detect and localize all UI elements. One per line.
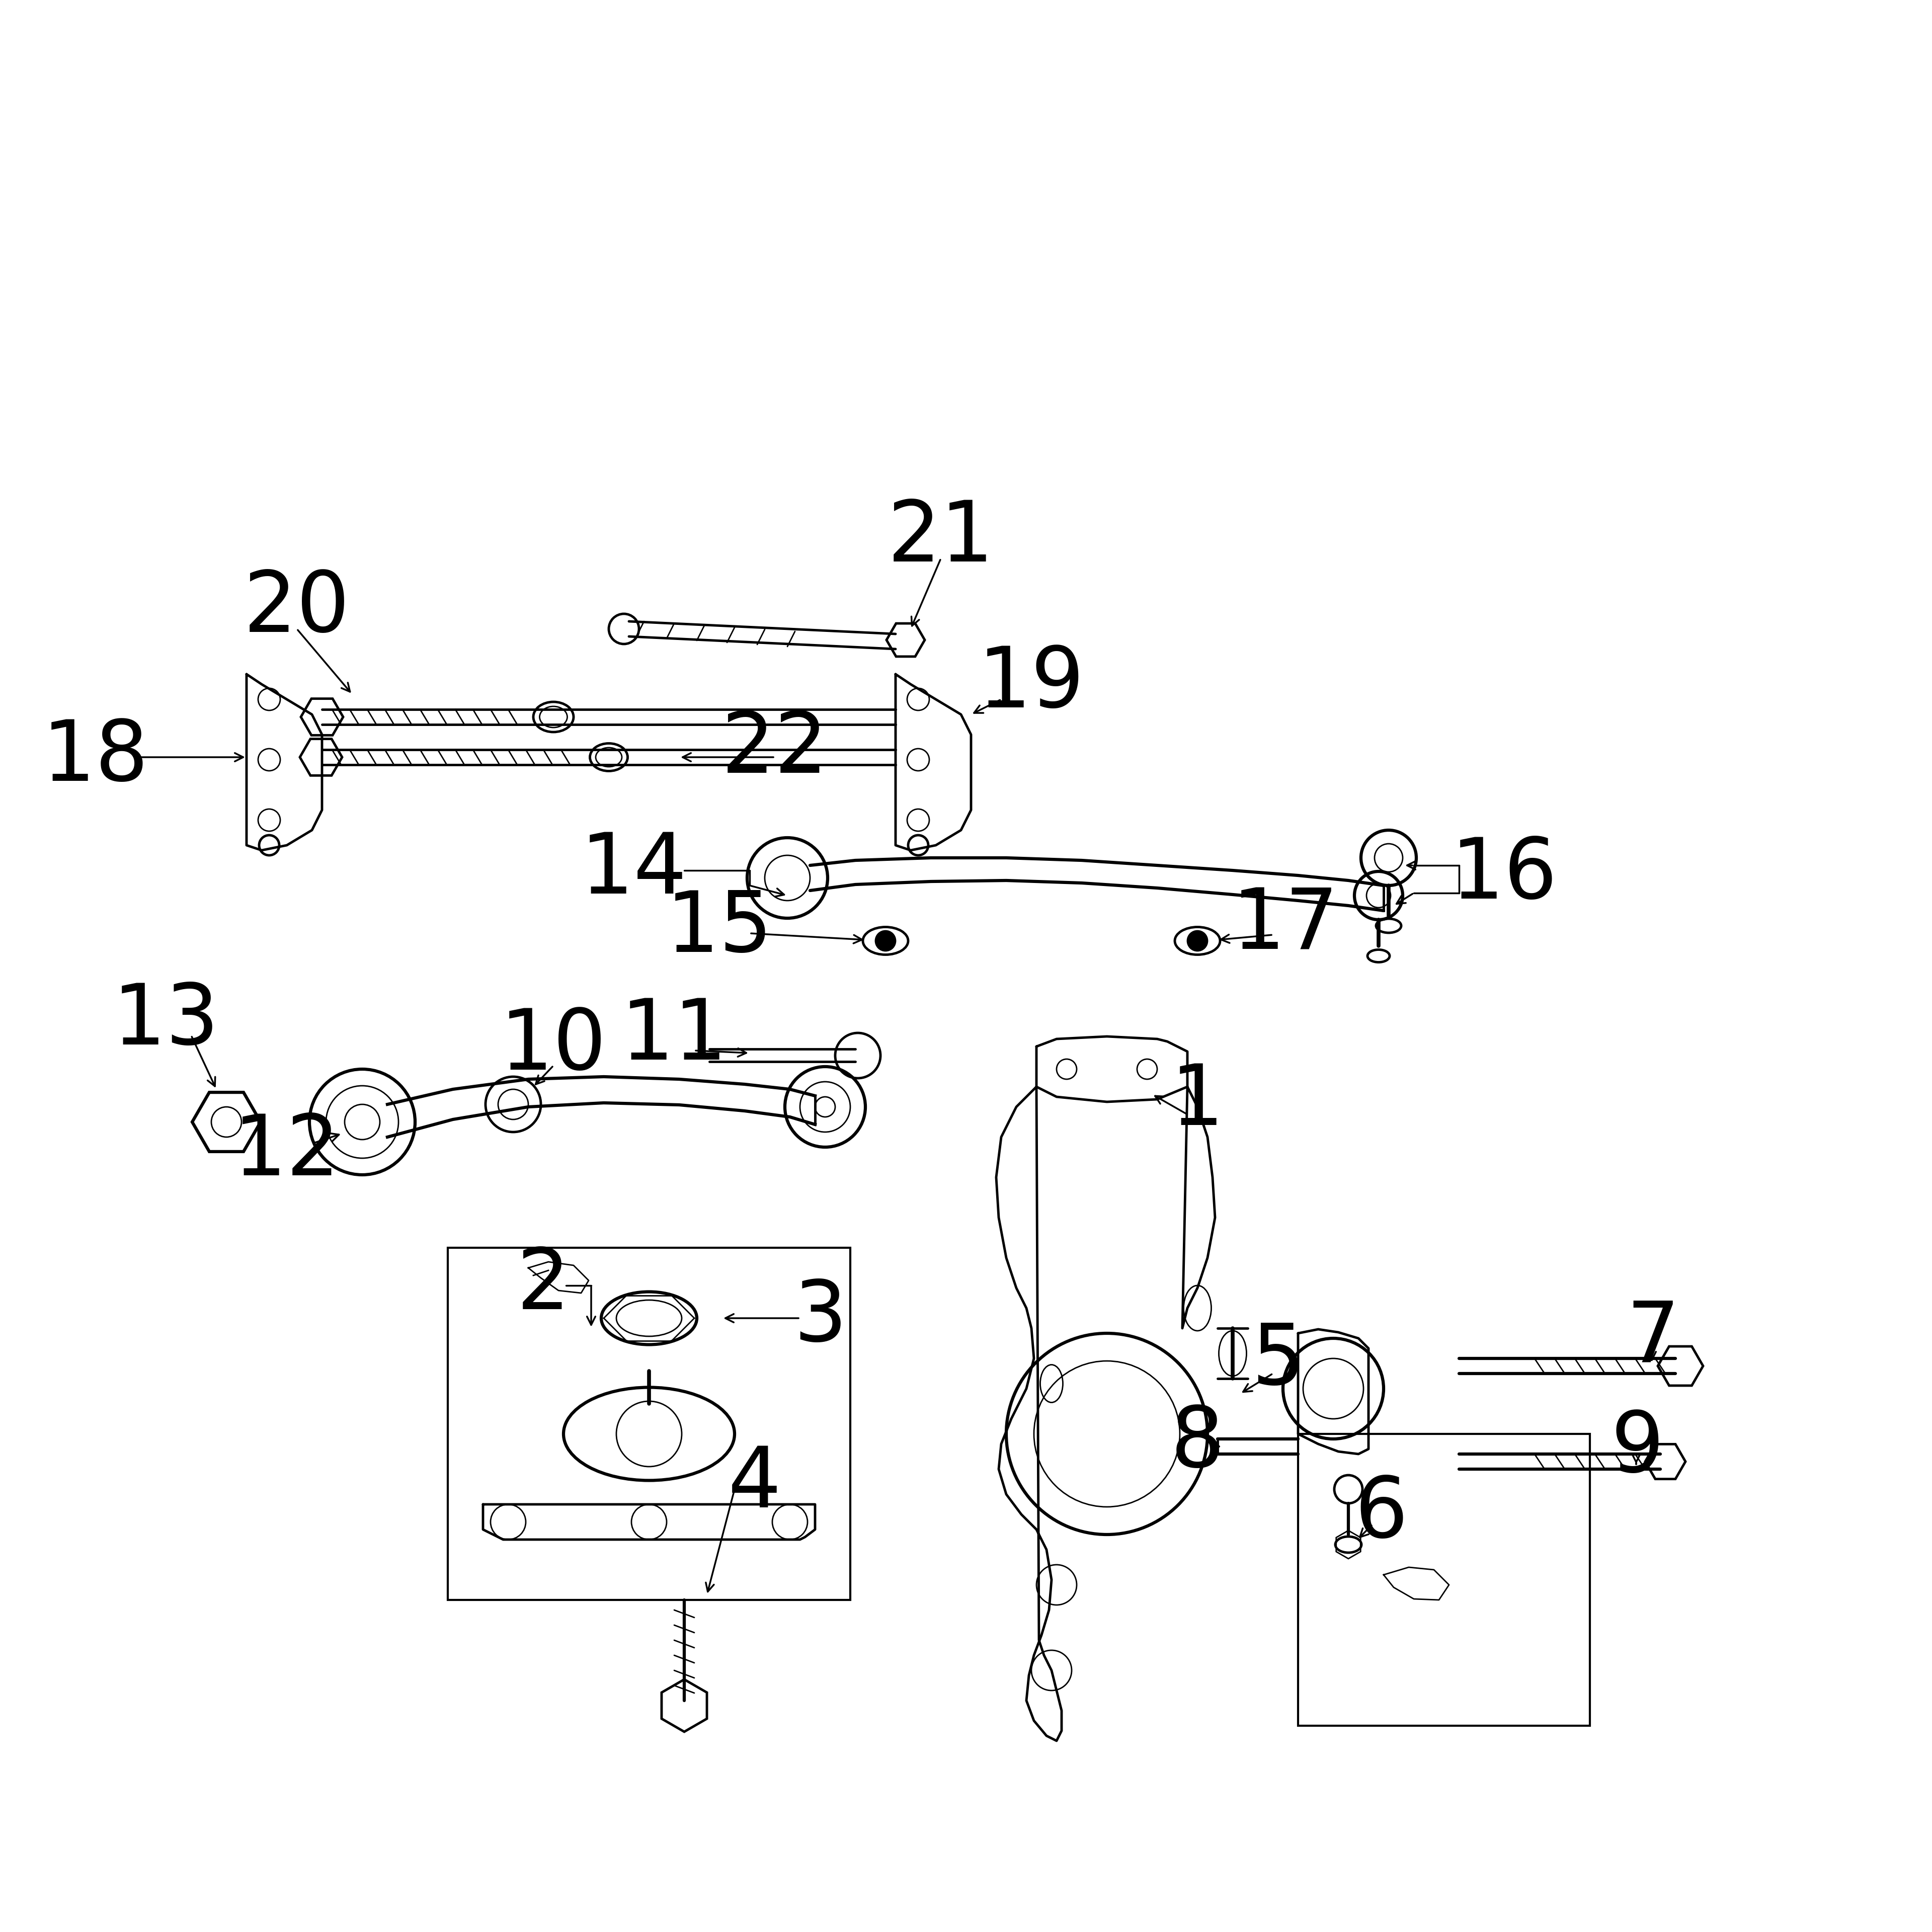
Text: 6: 6 <box>1354 1474 1408 1555</box>
Text: 18: 18 <box>43 717 149 798</box>
Text: 3: 3 <box>794 1277 846 1360</box>
Text: 10: 10 <box>500 1005 607 1088</box>
Circle shape <box>1188 931 1208 951</box>
Text: 4: 4 <box>728 1443 781 1524</box>
Text: 20: 20 <box>243 568 350 649</box>
Text: 17: 17 <box>1233 885 1339 966</box>
Text: 5: 5 <box>1252 1320 1304 1403</box>
Text: 1: 1 <box>1171 1061 1225 1144</box>
Text: 14: 14 <box>582 829 688 912</box>
Text: 22: 22 <box>721 709 829 790</box>
Text: 19: 19 <box>978 643 1084 725</box>
Text: 7: 7 <box>1627 1296 1679 1379</box>
Text: 16: 16 <box>1451 835 1557 916</box>
Circle shape <box>875 931 896 951</box>
Text: 12: 12 <box>234 1111 340 1194</box>
Text: 13: 13 <box>112 980 220 1063</box>
Text: 2: 2 <box>516 1244 570 1327</box>
Bar <box>1298 1434 1590 1725</box>
Text: 15: 15 <box>667 887 773 970</box>
Text: 21: 21 <box>887 497 995 580</box>
Text: 9: 9 <box>1611 1408 1663 1490</box>
Bar <box>448 1248 850 1600</box>
Text: 8: 8 <box>1171 1403 1225 1486</box>
Text: 11: 11 <box>620 995 728 1078</box>
